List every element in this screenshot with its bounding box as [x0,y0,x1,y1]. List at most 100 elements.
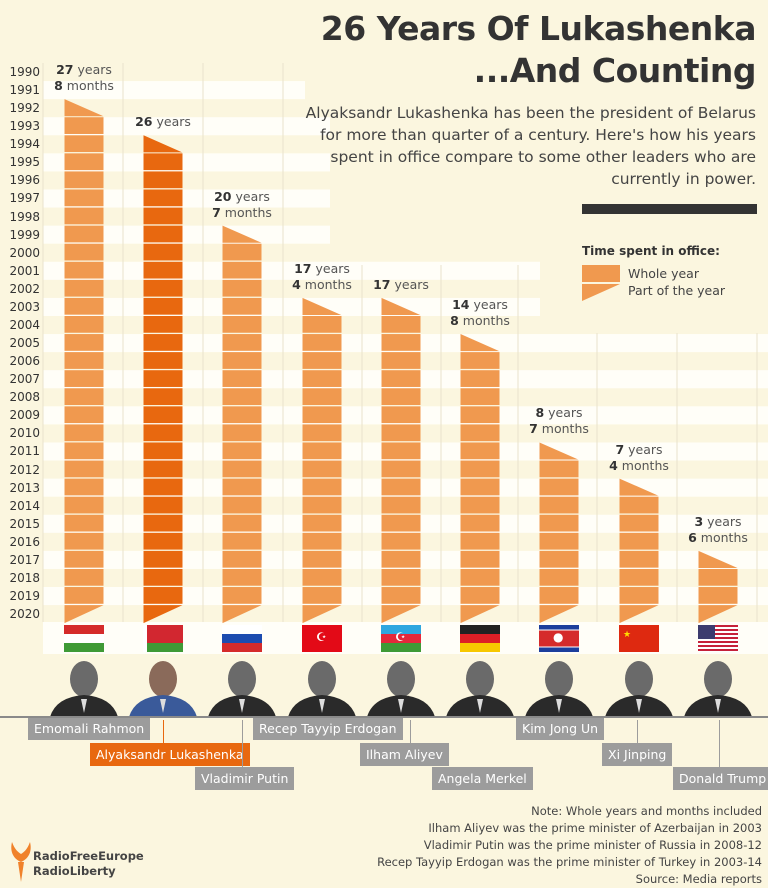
bar-whole-year [381,315,421,333]
bar-whole-year [381,352,421,369]
bar-whole-year [222,352,262,369]
bar-partial-year-top [143,135,183,153]
bar-partial-year-top [619,478,659,496]
name-tag: Kim Jong Un [516,717,605,740]
bar-whole-year [302,587,342,604]
title-rule [582,204,757,214]
bar-whole-year [143,370,183,387]
note-line: Note: Whole years and months included [531,804,762,818]
bar-whole-year [381,388,421,406]
bar-partial-year-bottom [222,605,262,624]
bar-whole-year [143,406,183,424]
legend-swatch [582,265,620,301]
bar-whole-year [460,460,500,478]
photo-ilham-aliyev [365,657,437,717]
bar-whole-year [143,568,183,586]
y-tick-label: 2000 [9,245,40,260]
photo-alyaksandr-lukashenka [127,657,199,717]
years-label: 26 years [135,114,191,130]
flag-russia [222,625,262,652]
name-tag: Recep Tayyip Erdogan [253,717,403,740]
photo-emomali-rahmon [48,657,120,717]
photo-recep-tayyip-erdogan [286,657,358,717]
bar-whole-year [381,424,421,442]
bar-value-label: 8 years 7 months [514,405,604,437]
note-line: Recep Tayyip Erdogan was the prime minis… [377,855,762,869]
y-tick-label: 1994 [9,137,40,152]
logo-text: RadioFreeEurope RadioLiberty [33,849,144,879]
bar-whole-year [381,370,421,387]
bar-partial-year-top [302,297,342,316]
bar-whole-year [64,550,104,568]
bar-whole-year [460,568,500,586]
flag-turkey: ☪ [302,625,342,652]
bar-whole-year [302,424,342,442]
bar-whole-year [381,514,421,532]
years-label: 17 years [294,260,350,276]
legend-part-year-swatch [582,284,620,301]
bar-whole-year [302,315,342,333]
y-tick-label: 1998 [9,209,40,224]
bar-whole-year [143,171,183,189]
title-line-1: 26 Years Of Lukashenka [320,9,757,48]
bar-whole-year [539,532,579,550]
y-tick-label: 2007 [9,372,40,387]
y-tick-label: 1991 [9,83,40,98]
bar-whole-year [460,370,500,387]
flag-azerbaijan: ☪ [381,625,421,652]
bar-whole-year [222,587,262,604]
bar-whole-year [539,514,579,532]
months-label: 7 months [212,204,272,220]
notes: Note: Whole years and months included Il… [377,803,762,888]
photo-baseline [0,716,768,718]
bar-value-label: 26 years [118,114,208,130]
years-label: 14 years [452,297,508,313]
bar-partial-year-bottom [698,605,738,624]
pointer-arrow [163,720,164,743]
bar-whole-year [64,388,104,406]
y-tick-label: 2020 [9,607,40,622]
bar-whole-year [302,406,342,424]
bar-whole-year [143,550,183,568]
portrait-icon [525,661,593,717]
bar-whole-year [143,297,183,315]
years-label: 3 years [694,513,742,529]
note-line: Ilham Aliyev was the prime minister of A… [428,821,762,835]
bar-whole-year [143,587,183,604]
portrait-icon [288,661,356,717]
pointer-arrow [410,720,411,743]
months-label: 4 months [609,457,669,473]
bar-whole-year [381,532,421,550]
portrait-icon [50,661,118,717]
bar-whole-year [222,568,262,586]
bar-whole-year [381,334,421,351]
bar-whole-year [460,388,500,406]
bar-whole-year [460,532,500,550]
bar-whole-year [64,514,104,532]
y-tick-label: 2011 [9,444,40,459]
bar-whole-year [143,279,183,297]
row-band [43,117,330,136]
bar-whole-year [460,406,500,424]
bar-value-label: 17 years [356,277,446,293]
bar-whole-year [222,424,262,442]
legend-whole-year-swatch [582,265,620,282]
pointer-arrow [242,720,243,767]
bar-whole-year [222,243,262,261]
bar-whole-year [539,568,579,586]
logo-line-2: RadioLiberty [33,864,116,878]
bar-whole-year [381,496,421,514]
title-line-2: ...And Counting [473,51,757,90]
bar-value-label: 27 years 8 months [39,62,129,94]
legend-whole-year: Whole year [628,266,699,281]
bar-whole-year [302,478,342,496]
flag-emblem-icon: ☪ [316,630,327,644]
years-label: 27 years [56,62,112,78]
bar-whole-year [381,406,421,424]
bar-whole-year [143,334,183,351]
photo-kim-jong-un [523,657,595,717]
bar-whole-year [64,406,104,424]
row-band [43,189,330,208]
bar-whole-year [64,117,104,134]
